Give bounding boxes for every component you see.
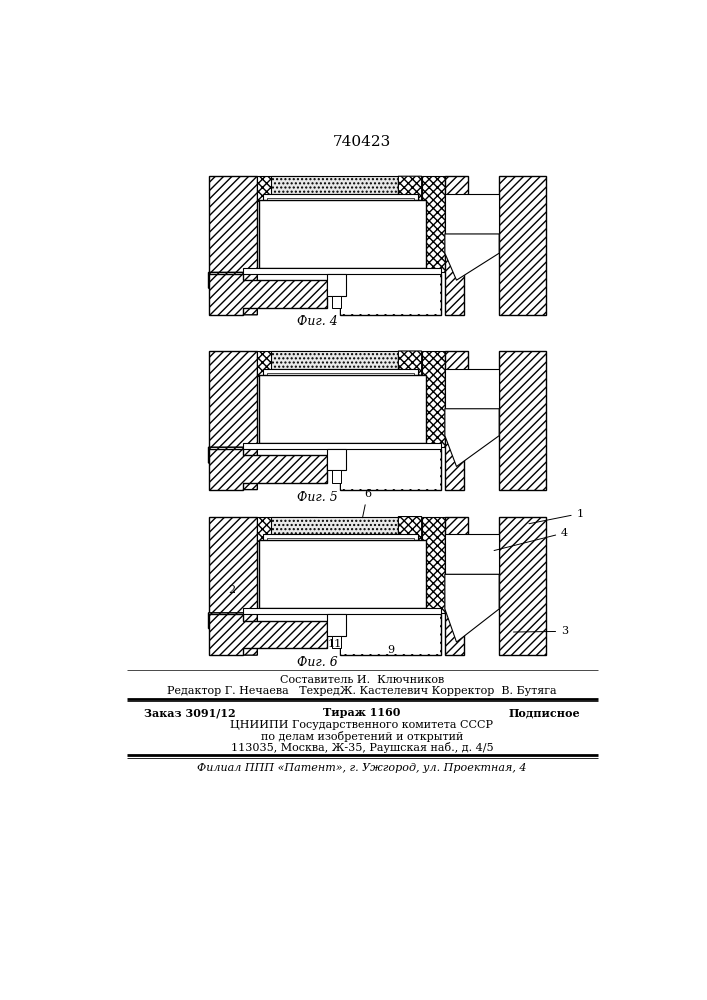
Bar [263, 534, 418, 540]
Polygon shape [209, 274, 327, 315]
Polygon shape [271, 176, 398, 194]
Polygon shape [209, 272, 257, 315]
Text: Фиг. 6: Фиг. 6 [297, 656, 337, 669]
Polygon shape [421, 351, 445, 447]
Polygon shape [209, 613, 257, 655]
Polygon shape [257, 351, 317, 376]
Bar [328, 450, 332, 470]
Polygon shape [445, 351, 468, 490]
Polygon shape [209, 449, 327, 490]
Bar [263, 369, 418, 375]
Polygon shape [445, 534, 499, 574]
Polygon shape [209, 176, 257, 272]
Polygon shape [499, 351, 546, 490]
Polygon shape [398, 351, 421, 376]
Text: 1: 1 [529, 509, 584, 524]
Polygon shape [271, 351, 398, 369]
Polygon shape [271, 517, 398, 534]
Polygon shape [499, 176, 546, 315]
Bar [327, 614, 346, 636]
Bar [189, 347, 554, 497]
Bar [327, 449, 346, 470]
Polygon shape [445, 574, 499, 642]
Bar [189, 513, 554, 663]
Polygon shape [340, 449, 441, 490]
Polygon shape [445, 409, 499, 466]
Text: 740423: 740423 [333, 135, 391, 149]
Polygon shape [421, 517, 445, 613]
Text: 11: 11 [328, 639, 342, 649]
Polygon shape [445, 194, 499, 234]
Text: 113035, Москва, Ж-35, Раушская наб., д. 4/5: 113035, Москва, Ж-35, Раушская наб., д. … [230, 742, 493, 753]
Polygon shape [445, 176, 468, 315]
Bar [341, 275, 440, 314]
Text: по делам изобретений и открытий: по делам изобретений и открытий [261, 731, 463, 742]
Text: Редактор Г. Нечаева   ТехредЖ. Кастелевич Корректор  В. Бутяга: Редактор Г. Нечаева ТехредЖ. Кастелевич … [167, 686, 557, 696]
Bar [327, 274, 346, 296]
Bar [341, 615, 440, 654]
Polygon shape [445, 369, 499, 409]
Bar [189, 172, 554, 323]
Text: ЦНИИПИ Государственного комитета СССР: ЦНИИПИ Государственного комитета СССР [230, 720, 493, 730]
Bar [332, 296, 341, 308]
Bar [263, 194, 418, 200]
Polygon shape [340, 274, 441, 315]
Bar [328, 615, 332, 635]
Polygon shape [398, 517, 421, 541]
Bar [267, 198, 414, 201]
Text: Заказ 3091/12: Заказ 3091/12 [144, 707, 236, 718]
Text: Фиг. 4: Фиг. 4 [297, 315, 337, 328]
Bar [332, 470, 341, 483]
Polygon shape [209, 351, 257, 447]
Polygon shape [340, 614, 441, 655]
Polygon shape [209, 614, 327, 655]
Bar [328, 275, 332, 295]
Bar [243, 443, 441, 449]
Polygon shape [209, 517, 257, 613]
Bar [259, 200, 426, 268]
Text: Фиг. 5: Фиг. 5 [297, 491, 337, 504]
Bar [341, 450, 440, 489]
Text: Подписное: Подписное [509, 707, 580, 718]
Text: Тираж 1160: Тираж 1160 [323, 707, 401, 718]
Bar [332, 636, 341, 648]
Text: 9: 9 [387, 645, 395, 655]
Polygon shape [445, 234, 499, 280]
Bar [267, 373, 414, 376]
Polygon shape [257, 176, 317, 201]
Bar [243, 608, 441, 614]
Polygon shape [421, 176, 445, 272]
Bar [259, 375, 426, 443]
Polygon shape [398, 176, 421, 201]
Polygon shape [445, 517, 468, 655]
Polygon shape [499, 517, 546, 655]
Polygon shape [257, 517, 317, 541]
Bar [243, 268, 441, 274]
Polygon shape [209, 447, 257, 490]
Text: Составитель И.  Ключников: Составитель И. Ключников [280, 675, 444, 685]
Text: 2: 2 [228, 585, 235, 595]
Text: 4: 4 [494, 528, 568, 551]
Text: 6: 6 [363, 489, 371, 518]
Bar [267, 538, 414, 541]
Bar [259, 540, 426, 608]
Text: 3: 3 [513, 626, 568, 636]
Text: Филиал ППП «Патент», г. Ужгород, ул. Проектная, 4: Филиал ППП «Патент», г. Ужгород, ул. Про… [197, 763, 527, 773]
